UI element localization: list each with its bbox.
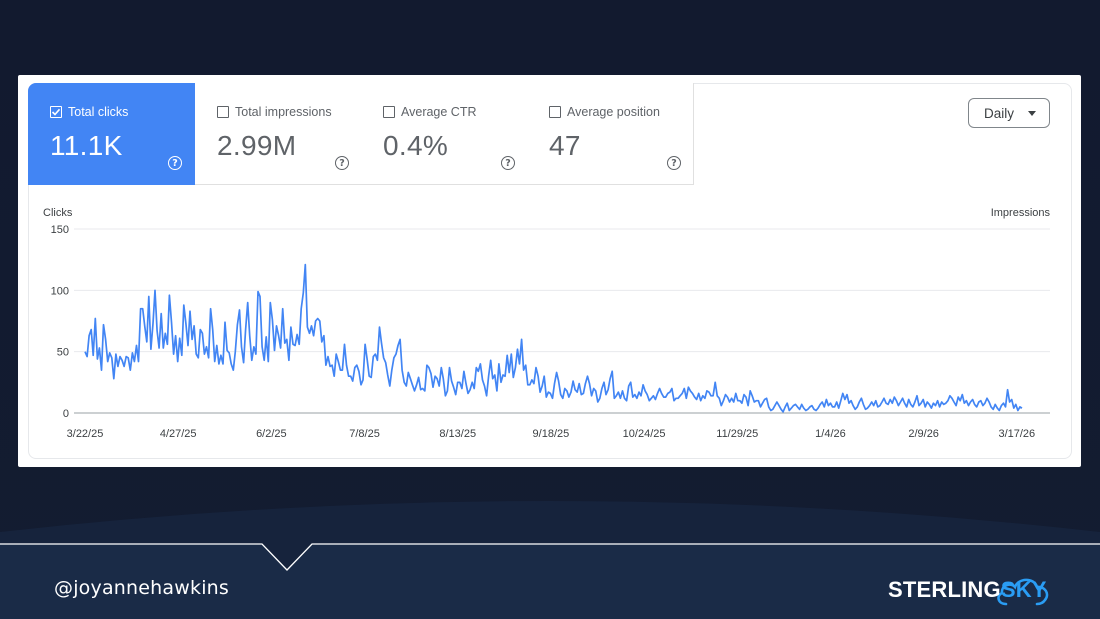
metric-average-position[interactable]: Average position 47 ? — [527, 83, 694, 185]
x-tick-label: 11/29/25 — [716, 428, 758, 440]
metric-value: 47 — [549, 130, 581, 161]
checkbox-icon[interactable] — [217, 106, 229, 118]
x-tick-label: 2/9/26 — [908, 428, 939, 440]
y-tick-label: 50 — [57, 347, 69, 359]
metric-total-clicks[interactable]: Total clicks 11.1K ? — [28, 83, 195, 185]
help-icon[interactable]: ? — [501, 156, 515, 170]
checkbox-icon[interactable] — [383, 106, 395, 118]
y-tick-label: 100 — [51, 285, 69, 297]
help-icon[interactable]: ? — [667, 156, 681, 170]
metric-label: Total clicks — [68, 105, 129, 119]
y-tick-label: 150 — [51, 224, 69, 236]
logo-text-sky: SKY — [1000, 577, 1047, 602]
x-tick-label: 8/13/25 — [439, 428, 476, 440]
x-tick-label: 9/18/25 — [533, 428, 570, 440]
period-dropdown-value: Daily — [984, 105, 1015, 121]
x-tick-label: 1/4/26 — [815, 428, 846, 440]
x-tick-label: 3/22/25 — [67, 428, 104, 440]
help-icon[interactable]: ? — [168, 156, 182, 170]
caret-down-icon — [1028, 111, 1036, 116]
performance-card: Total clicks 11.1K ? Total impressions 2… — [18, 75, 1081, 467]
cloud-icon — [997, 578, 1049, 606]
x-tick-label: 4/27/25 — [160, 428, 197, 440]
metric-label: Average position — [567, 105, 660, 119]
metric-value: 11.1K — [50, 130, 123, 161]
metric-value: 2.99M — [217, 130, 297, 161]
clicks-series-line — [84, 263, 1023, 413]
clicks-chart: Clicks Impressions 0 50 100 150 3/22/25 4/27… — [43, 207, 1051, 440]
metric-average-ctr[interactable]: Average CTR 0.4% ? — [361, 83, 528, 185]
checkbox-checked-icon[interactable] — [50, 106, 62, 118]
x-tick-label: 6/2/25 — [256, 428, 287, 440]
period-dropdown[interactable]: Daily — [968, 98, 1050, 128]
x-tick-label: 3/17/26 — [998, 428, 1035, 440]
y-axis-label: Clicks — [43, 207, 73, 219]
x-tick-label: 10/24/25 — [623, 428, 666, 440]
metric-label: Total impressions — [235, 105, 332, 119]
help-icon[interactable]: ? — [335, 156, 349, 170]
checkbox-icon[interactable] — [549, 106, 561, 118]
performance-panel: Total clicks 11.1K ? Total impressions 2… — [28, 83, 1072, 459]
y-tick-label: 0 — [63, 408, 69, 420]
x-tick-label: 7/8/25 — [349, 428, 380, 440]
y2-axis-label: Impressions — [991, 207, 1051, 219]
metric-label: Average CTR — [401, 105, 477, 119]
logo-text-sterling: STERLING — [888, 577, 1001, 602]
twitter-handle: @joyannehawkins — [54, 577, 230, 599]
metric-value: 0.4% — [383, 130, 449, 161]
sterling-sky-logo: STERLINGSKY — [888, 572, 1068, 612]
